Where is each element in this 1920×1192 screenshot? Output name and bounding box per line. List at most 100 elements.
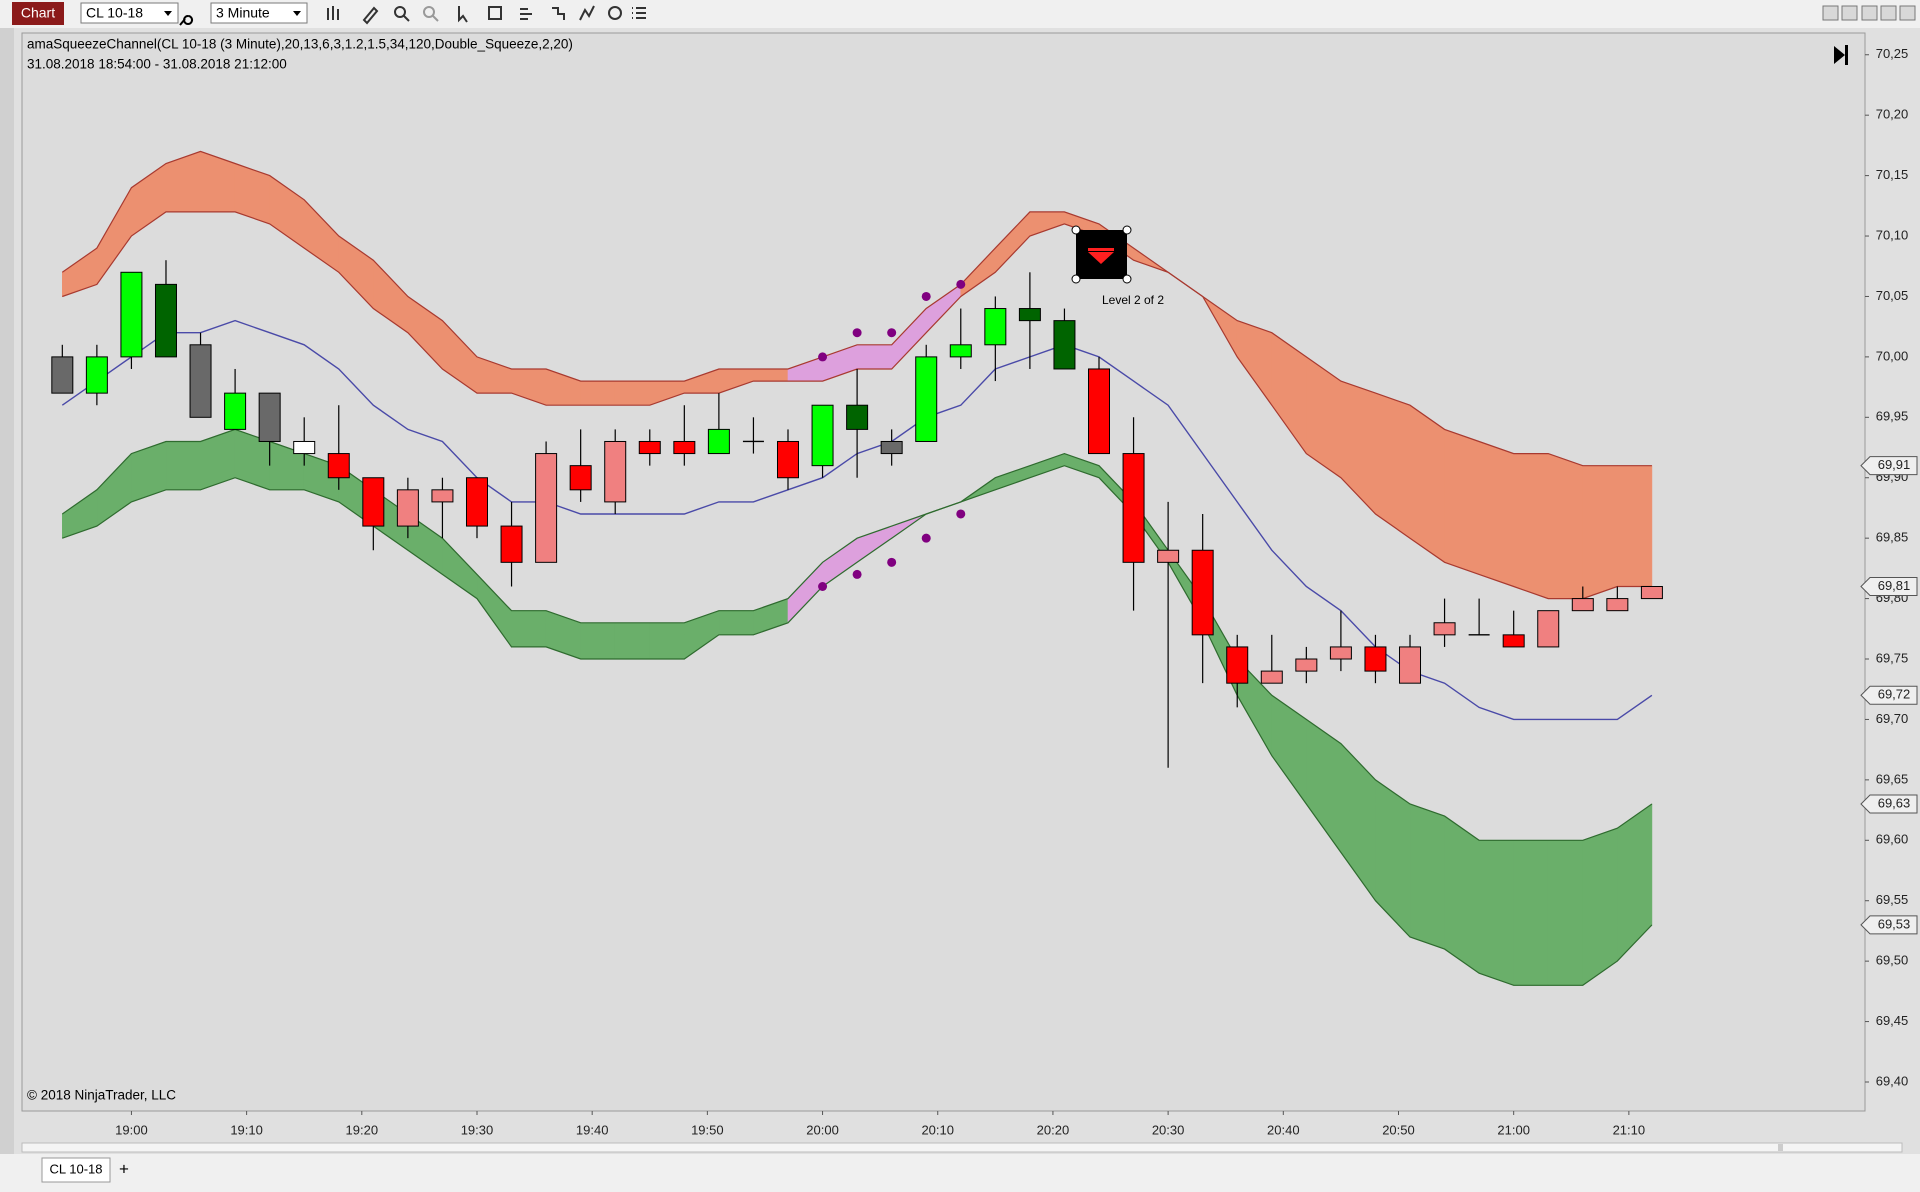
candle-body xyxy=(1122,453,1145,563)
price-marker-label: 69,81 xyxy=(1878,578,1911,593)
copyright: © 2018 NinjaTrader, LLC xyxy=(27,1088,176,1103)
price-marker xyxy=(1860,456,1918,476)
band-segment xyxy=(580,380,616,406)
candle-body xyxy=(154,283,177,358)
search-icon[interactable] xyxy=(179,15,194,26)
x-tick-label: 20:10 xyxy=(921,1122,954,1137)
band-segment xyxy=(856,344,892,370)
candle-body xyxy=(258,392,281,442)
candle-body xyxy=(638,440,661,455)
candle-body xyxy=(362,477,385,527)
y-tick-label: 69,60 xyxy=(1876,832,1909,847)
price-marker-label: 69,72 xyxy=(1878,687,1911,702)
chart-button[interactable] xyxy=(12,2,64,25)
squeeze-dot xyxy=(852,328,862,338)
y-tick-label: 69,50 xyxy=(1876,953,1909,968)
x-tick-label: 20:50 xyxy=(1382,1122,1415,1137)
candle-body xyxy=(1053,320,1076,370)
candle-body xyxy=(1295,658,1318,672)
band-edge xyxy=(62,465,1653,986)
candle-body xyxy=(327,453,350,479)
x-tick-label: 21:00 xyxy=(1497,1122,1530,1137)
x-tick-label: 19:30 xyxy=(461,1122,494,1137)
instrument-select[interactable] xyxy=(80,2,179,24)
squeeze-dot xyxy=(921,533,931,543)
candle-body xyxy=(1088,368,1111,455)
price-marker-label: 69,53 xyxy=(1878,916,1911,931)
squeeze-dot xyxy=(921,291,931,301)
scroll-to-end[interactable] xyxy=(1834,45,1848,65)
y-tick-label: 69,45 xyxy=(1876,1013,1909,1028)
candle-body xyxy=(1399,646,1422,684)
candle-body xyxy=(500,525,523,563)
band-edge xyxy=(61,428,1653,841)
band-segment xyxy=(165,441,201,491)
band-segment xyxy=(614,622,651,660)
y-tick-label: 70,05 xyxy=(1876,288,1909,303)
candle-body xyxy=(984,308,1007,346)
interval-label[interactable]: 3 Minute xyxy=(216,5,270,21)
candle-body xyxy=(1502,634,1525,648)
candle-body xyxy=(293,440,316,455)
signal-marker[interactable] xyxy=(1071,225,1132,284)
x-tick-label: 20:00 xyxy=(806,1122,839,1137)
price-marker-label: 69,63 xyxy=(1878,795,1911,810)
toolbar-icons[interactable] xyxy=(327,5,646,25)
date-range: 31.08.2018 18:54:00 - 31.08.2018 21:12:0… xyxy=(27,57,287,72)
price-marker xyxy=(1860,685,1918,705)
candle-body xyxy=(1433,622,1456,636)
y-tick-label: 69,55 xyxy=(1876,892,1909,907)
candle-body xyxy=(569,465,592,491)
band-segment xyxy=(1409,404,1445,563)
candle-body xyxy=(85,356,108,394)
x-tick-label: 19:50 xyxy=(691,1122,724,1137)
dropdown-arrow xyxy=(164,11,172,16)
tab[interactable] xyxy=(41,1157,111,1183)
candle-body xyxy=(604,440,627,503)
chart-button-label[interactable]: Chart xyxy=(21,5,55,21)
y-tick-label: 70,00 xyxy=(1876,348,1909,363)
band-segment xyxy=(1409,803,1445,950)
scrollbar[interactable] xyxy=(21,1142,1903,1153)
y-tick-label: 70,10 xyxy=(1876,227,1909,242)
indicator-title: amaSqueezeChannel(CL 10-18 (3 Minute),20… xyxy=(27,37,573,52)
candle-body xyxy=(880,440,903,455)
candle-body xyxy=(1157,549,1180,563)
left-edge xyxy=(0,28,14,1154)
band-segment xyxy=(1582,827,1618,986)
y-tick-label: 69,95 xyxy=(1876,409,1909,424)
band-segment xyxy=(718,610,754,636)
candle-body xyxy=(189,344,212,418)
add-tab[interactable]: + xyxy=(119,1159,129,1178)
scroll-thumb[interactable] xyxy=(1778,1144,1783,1151)
band-segment xyxy=(1513,453,1549,600)
candle-body xyxy=(846,404,869,430)
y-tick-label: 69,85 xyxy=(1876,530,1909,545)
x-tick-label: 21:10 xyxy=(1613,1122,1646,1137)
y-tick-label: 70,15 xyxy=(1876,167,1909,182)
tab-bar xyxy=(0,1154,1920,1192)
candle-body xyxy=(1537,610,1560,648)
candle-body xyxy=(707,428,730,455)
candle-body xyxy=(673,440,696,455)
candle-body xyxy=(1226,646,1249,684)
window-controls[interactable] xyxy=(1822,5,1916,21)
candle-body xyxy=(949,344,972,358)
y-tick-label: 70,20 xyxy=(1876,107,1909,122)
tab-label[interactable]: CL 10-18 xyxy=(50,1161,103,1176)
squeeze-dot xyxy=(887,557,897,567)
band-segment xyxy=(1547,839,1584,986)
interval-select[interactable] xyxy=(210,2,308,24)
signal-label: Level 2 of 2 xyxy=(1102,293,1164,307)
band-segment xyxy=(753,368,789,382)
x-tick-label: 20:30 xyxy=(1152,1122,1185,1137)
candle-body xyxy=(1329,646,1352,660)
candle-body xyxy=(1640,586,1663,600)
squeeze-dot xyxy=(852,569,862,579)
candle-body xyxy=(1191,549,1214,636)
band-segment xyxy=(511,610,547,648)
instrument-label[interactable]: CL 10-18 xyxy=(86,5,143,21)
y-tick-label: 70,25 xyxy=(1876,46,1909,61)
y-tick-label: 69,70 xyxy=(1876,711,1909,726)
